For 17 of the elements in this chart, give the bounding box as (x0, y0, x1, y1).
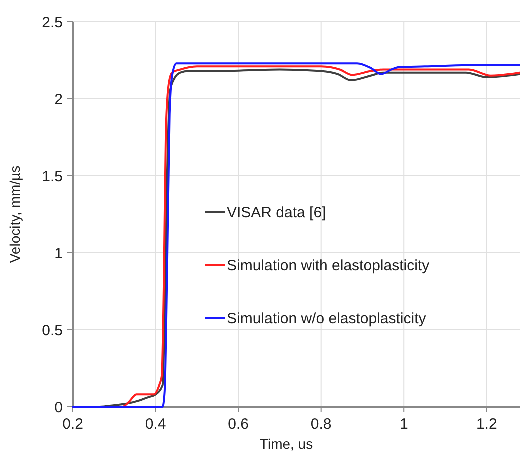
x-axis-title: Time, us (260, 436, 314, 452)
y-tick-label: 0 (54, 399, 63, 416)
x-tick-label: 0.6 (228, 416, 249, 433)
y-tick-label: 1 (54, 245, 63, 262)
x-tick-label: 0.8 (310, 416, 332, 433)
y-tick-label: 2 (54, 91, 63, 108)
y-axis-title: Velocity, mm/µs (7, 166, 23, 264)
y-tick-label: 1.5 (42, 168, 63, 186)
legend-label: Simulation with elastoplasticity (227, 257, 430, 274)
legend-label: Simulation w/o elastoplasticity (227, 310, 427, 328)
x-tick-label: 1 (400, 416, 408, 433)
y-tick-label: 0.5 (42, 322, 63, 340)
x-tick-label: 0.2 (62, 416, 84, 433)
x-tick-label: 1.2 (476, 416, 498, 433)
legend-label: VISAR data [6] (227, 204, 326, 222)
x-tick-label: 0.4 (145, 416, 166, 433)
y-tick-label: 2.5 (42, 14, 63, 32)
